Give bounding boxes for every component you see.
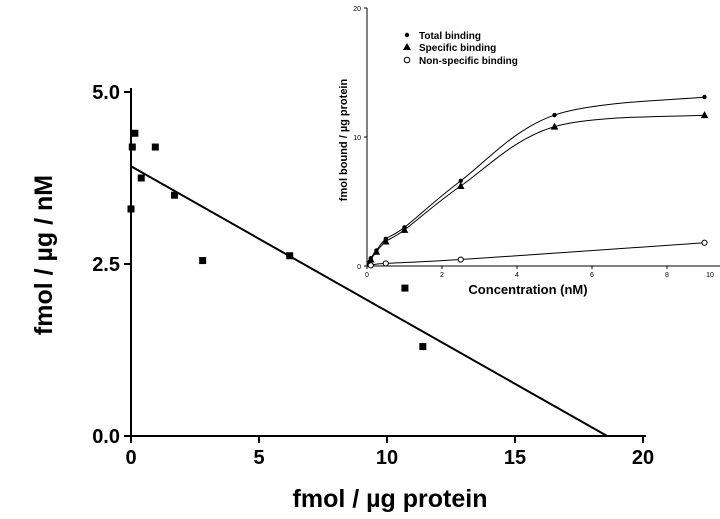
inset-plot: 0 10 20 0 2 4 6 8 10 Concentration (nM) … (338, 6, 720, 297)
main-data-point (131, 129, 139, 137)
main-regression-line (130, 165, 608, 437)
main-x-tick-label: 20 (632, 447, 654, 469)
inset-x-tick-label: 8 (665, 272, 669, 279)
main-data-point (151, 143, 159, 151)
inset-y-tick-label: 10 (353, 135, 361, 142)
inset-y-axis-label: fmol bound / µg protein (338, 79, 350, 202)
main-y-tick-label: 5.0 (92, 82, 120, 104)
legend-specific-label: Specific binding (419, 43, 496, 54)
main-x-tick-label: 5 (253, 447, 264, 469)
inset-data-point (366, 255, 375, 263)
inset-x-tick-label: 10 (706, 272, 714, 279)
main-data-point (199, 257, 207, 265)
main-data-points (127, 129, 427, 351)
main-data-point (137, 174, 145, 182)
main-data-point (171, 191, 179, 199)
inset-x-axis-label: Concentration (nM) (468, 282, 587, 297)
inset-data-point (550, 122, 559, 130)
legend-total-marker (404, 32, 410, 38)
main-y-axis-label: fmol / µg / nM (30, 175, 58, 335)
legend-specific-marker (403, 43, 411, 50)
inset-data-point (457, 256, 464, 263)
main-plot: 0.0 2.5 5.0 0 5 10 15 20 fmol / µg prote… (30, 82, 654, 513)
main-data-point (401, 284, 409, 292)
main-x-tick-label: 15 (504, 447, 526, 469)
inset-data-point (381, 237, 390, 245)
main-x-tick-label: 0 (125, 447, 136, 469)
inset-data-point (372, 247, 381, 255)
main-data-point (128, 143, 136, 151)
main-y-tick-label: 0.0 (92, 426, 120, 448)
inset-x-tick-label: 2 (440, 272, 444, 279)
main-data-point (127, 205, 135, 213)
inset-data-point (702, 94, 707, 100)
inset-data-point (367, 262, 374, 269)
main-x-axis-label: fmol / µg protein (293, 485, 488, 513)
inset-data-point (400, 225, 409, 233)
main-y-tick-label: 2.5 (92, 254, 120, 276)
inset-x-tick-label: 0 (365, 272, 369, 279)
inset-series-line (366, 114, 705, 267)
inset-data-point (456, 182, 465, 190)
inset-y-tick-label: 0 (357, 264, 361, 271)
inset-x-tick-label: 6 (590, 272, 594, 279)
legend-nonspecific-marker (403, 56, 411, 64)
inset-legend: Total binding Specific binding Non-speci… (403, 31, 518, 67)
inset-curves (366, 96, 705, 267)
main-data-point (419, 343, 427, 351)
inset-y-tick-label: 20 (353, 6, 361, 13)
inset-data-points (366, 94, 709, 269)
legend-total-label: Total binding (419, 31, 481, 42)
inset-data-point (700, 111, 709, 119)
inset-series-line (366, 96, 705, 267)
inset-series-line (366, 242, 705, 267)
main-x-tick-label: 10 (376, 447, 398, 469)
inset-data-point (552, 112, 557, 118)
inset-data-point (458, 178, 463, 184)
inset-data-point (701, 239, 708, 246)
inset-data-point (382, 260, 389, 267)
inset-x-tick-label: 4 (515, 272, 519, 279)
legend-nonspecific-label: Non-specific binding (419, 56, 518, 67)
